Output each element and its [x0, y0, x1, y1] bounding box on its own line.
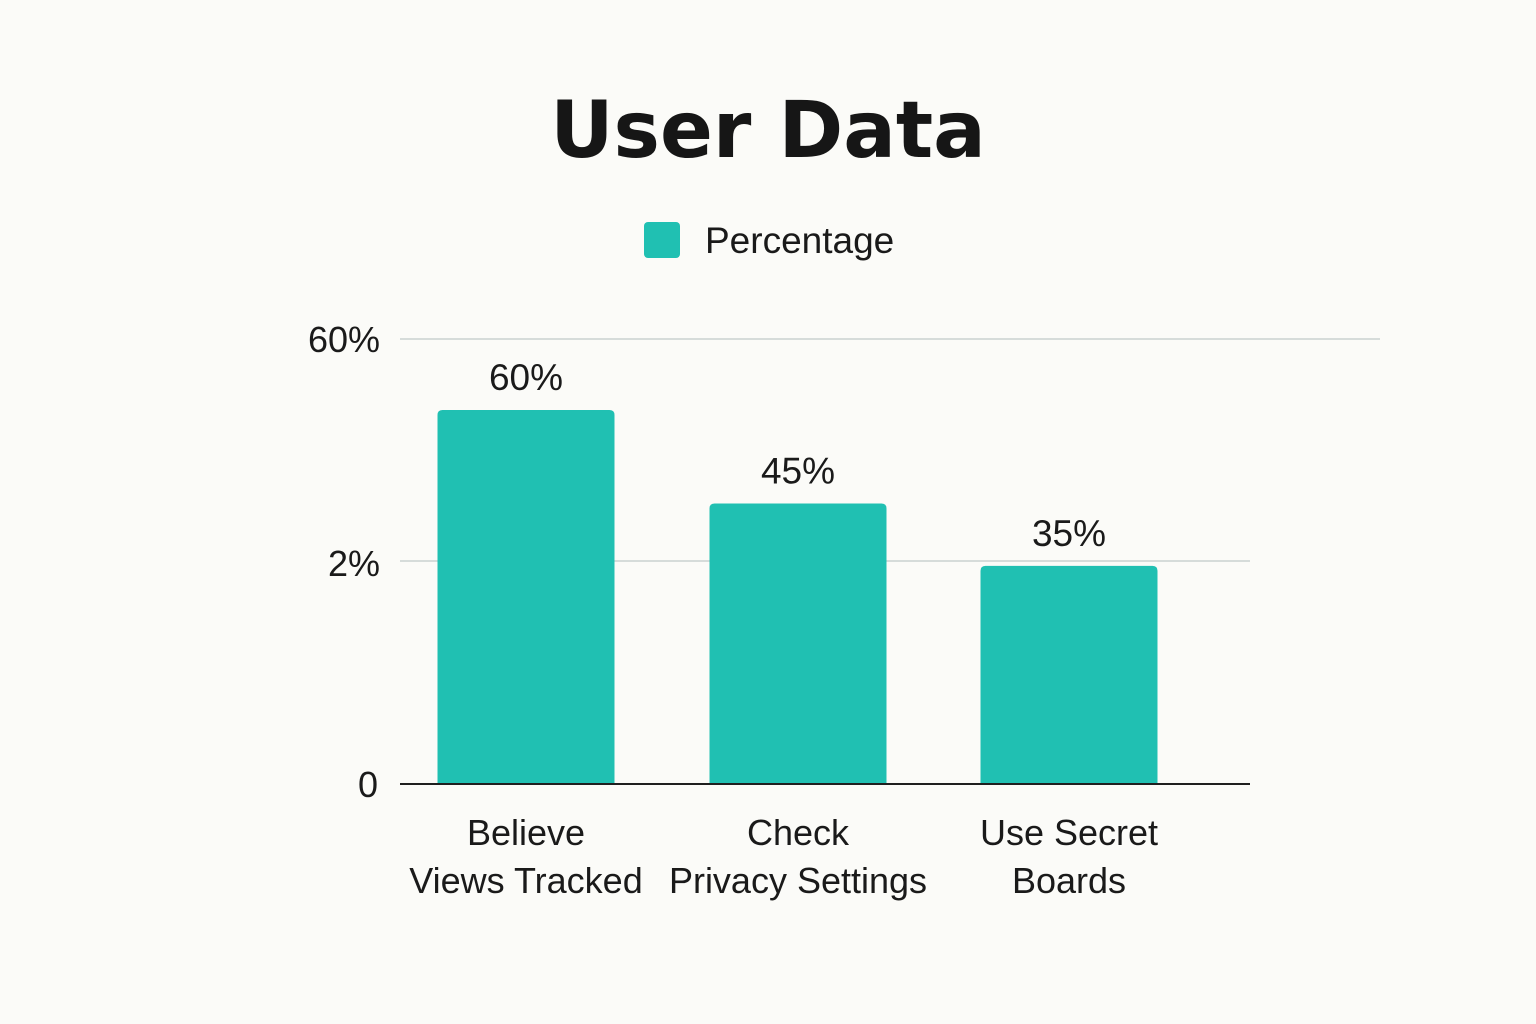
y-tick-label-middle: 2% — [328, 543, 380, 584]
x-axis-category-labels: Believe Views Tracked Check Privacy Setting… — [409, 812, 1158, 901]
y-tick-label-top: 60% — [308, 319, 380, 360]
bar-2 — [709, 503, 887, 784]
bar-3 — [980, 565, 1158, 784]
legend-label: Percentage — [705, 220, 894, 261]
category-label-1-line-2: Views Tracked — [409, 860, 642, 901]
legend: Percentage — [644, 220, 894, 261]
y-axis-tick-labels: 60% 2% 0 — [308, 319, 380, 805]
chart-title: User Data — [550, 86, 986, 176]
category-label-2-line-2: Privacy Settings — [669, 860, 927, 901]
y-tick-label-zero: 0 — [358, 764, 378, 805]
data-label-1: 60% — [489, 357, 563, 398]
category-label-3-line-1: Use Secret — [980, 812, 1158, 853]
bars — [437, 410, 1158, 784]
legend-swatch — [644, 222, 680, 258]
category-label-2-line-1: Check — [747, 812, 850, 853]
category-label-1-line-1: Believe — [467, 812, 585, 853]
category-label-3-line-2: Boards — [1012, 860, 1126, 901]
bar-1 — [437, 410, 615, 784]
data-label-2: 45% — [761, 451, 835, 492]
data-labels: 60% 45% 35% — [489, 357, 1106, 554]
data-label-3: 35% — [1032, 513, 1106, 554]
